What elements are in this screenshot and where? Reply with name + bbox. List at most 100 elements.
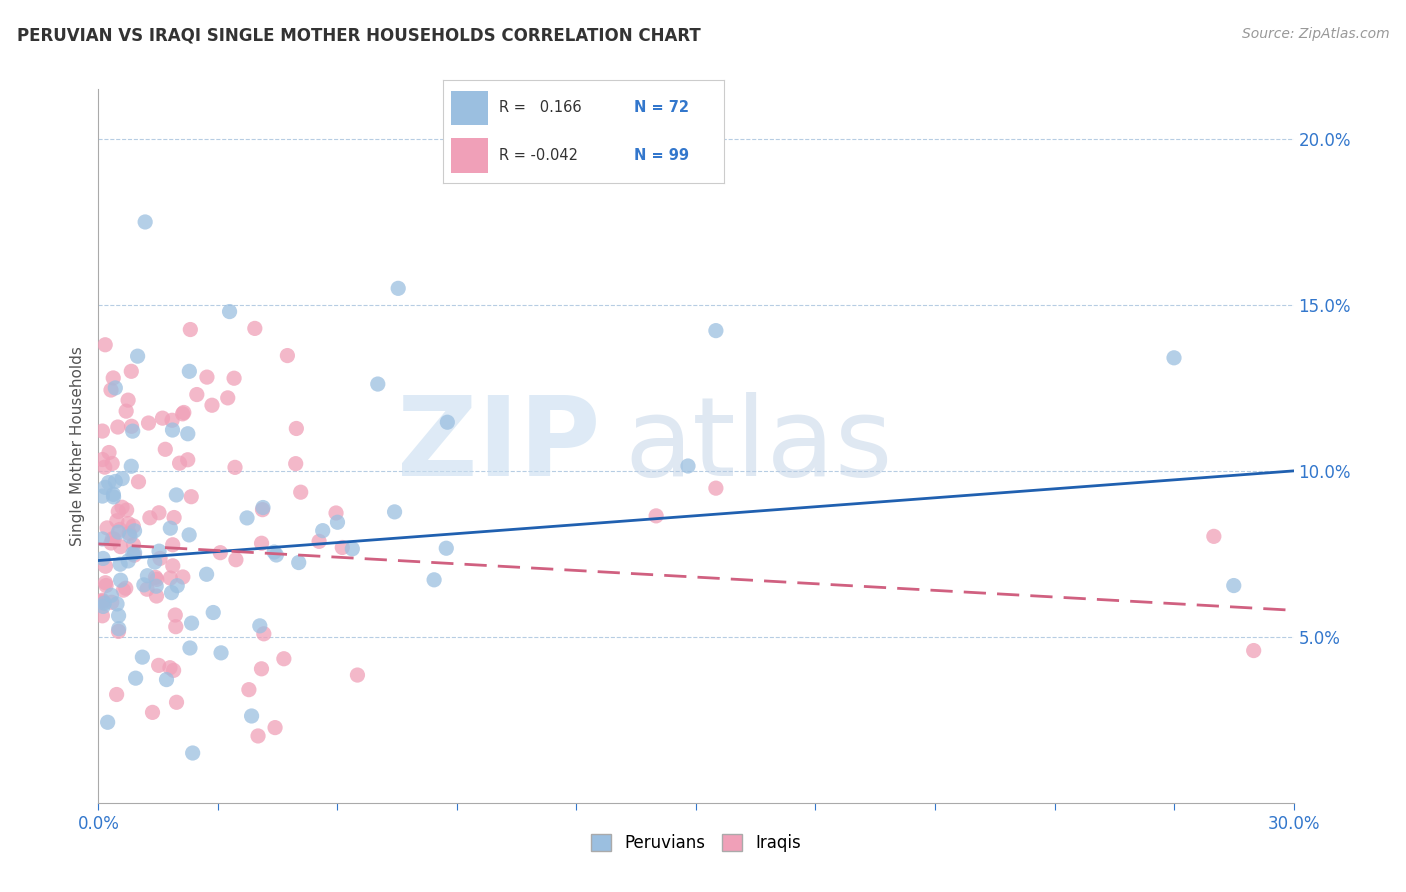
Point — [100, 536, 122, 550]
Point — [115, 404, 138, 418]
Point — [330, 541, 353, 555]
Point — [162, 423, 184, 437]
Point — [1202, 529, 1225, 543]
Point — [97, 475, 120, 490]
Text: Source: ZipAtlas.com: Source: ZipAtlas.com — [1241, 27, 1389, 41]
Point — [148, 506, 170, 520]
Point — [148, 544, 170, 558]
Point — [136, 568, 159, 582]
Point — [103, 490, 125, 504]
Point — [141, 706, 163, 720]
Text: N = 99: N = 99 — [634, 148, 689, 162]
Point — [115, 503, 138, 517]
Point — [264, 721, 287, 735]
Point — [155, 673, 177, 687]
Point — [195, 370, 218, 384]
Point — [266, 548, 288, 562]
Point — [169, 456, 191, 470]
Point — [240, 709, 263, 723]
Point — [146, 573, 169, 587]
Point — [249, 619, 271, 633]
Point — [91, 551, 114, 566]
Point — [195, 567, 218, 582]
Point — [159, 571, 181, 585]
Point — [165, 488, 187, 502]
Point — [91, 595, 114, 609]
Point — [107, 608, 129, 623]
Point — [284, 457, 307, 471]
Point — [1163, 351, 1185, 365]
Point — [165, 620, 187, 634]
Point — [252, 502, 274, 516]
Point — [91, 599, 114, 614]
Point — [263, 545, 285, 559]
Point — [177, 426, 200, 441]
Point — [312, 524, 335, 538]
Point — [122, 519, 145, 533]
Point — [103, 371, 125, 385]
Point — [342, 541, 364, 556]
Point — [172, 407, 194, 421]
Point — [118, 526, 141, 541]
Point — [180, 490, 202, 504]
Point — [91, 489, 114, 503]
Point — [179, 322, 201, 336]
Point — [149, 551, 172, 566]
Point — [97, 715, 120, 730]
Point — [1243, 643, 1265, 657]
Point — [155, 442, 177, 457]
Point — [159, 521, 181, 535]
Text: R = -0.042: R = -0.042 — [499, 148, 578, 162]
Point — [252, 500, 274, 515]
Point — [104, 475, 127, 489]
Point — [201, 398, 224, 412]
Point — [247, 729, 270, 743]
Point — [117, 554, 139, 568]
Point — [105, 597, 128, 611]
Point — [100, 595, 122, 609]
Point — [98, 445, 121, 459]
Point — [104, 381, 127, 395]
Y-axis label: Single Mother Households: Single Mother Households — [69, 346, 84, 546]
Text: atlas: atlas — [624, 392, 893, 500]
Point — [111, 472, 134, 486]
Point — [179, 528, 201, 542]
Point — [101, 532, 124, 546]
Point — [181, 746, 204, 760]
Text: R =   0.166: R = 0.166 — [499, 101, 582, 115]
Point — [162, 558, 184, 573]
Point — [122, 548, 145, 562]
Point — [120, 459, 142, 474]
Point — [107, 525, 129, 540]
Point — [367, 377, 389, 392]
Point — [96, 521, 118, 535]
Point — [186, 387, 208, 401]
Point — [387, 281, 409, 295]
Point — [94, 578, 117, 592]
Point — [273, 652, 295, 666]
Text: ZIP: ZIP — [396, 392, 600, 500]
Point — [127, 349, 149, 363]
Point — [704, 481, 727, 495]
Point — [103, 487, 125, 501]
Point — [93, 596, 115, 610]
Point — [100, 588, 122, 602]
Point — [436, 415, 458, 429]
Point — [145, 570, 167, 584]
Point — [117, 516, 139, 531]
Point — [105, 688, 128, 702]
Point — [107, 624, 129, 639]
Point — [107, 622, 129, 636]
Point — [131, 650, 153, 665]
Point — [139, 510, 162, 524]
Point — [676, 458, 699, 473]
Point — [325, 506, 347, 520]
Point — [136, 582, 159, 597]
Point — [124, 546, 146, 560]
Point — [148, 658, 170, 673]
Point — [91, 532, 114, 546]
Point — [202, 606, 225, 620]
Point — [114, 581, 136, 595]
Point — [91, 608, 114, 623]
Point — [224, 460, 246, 475]
